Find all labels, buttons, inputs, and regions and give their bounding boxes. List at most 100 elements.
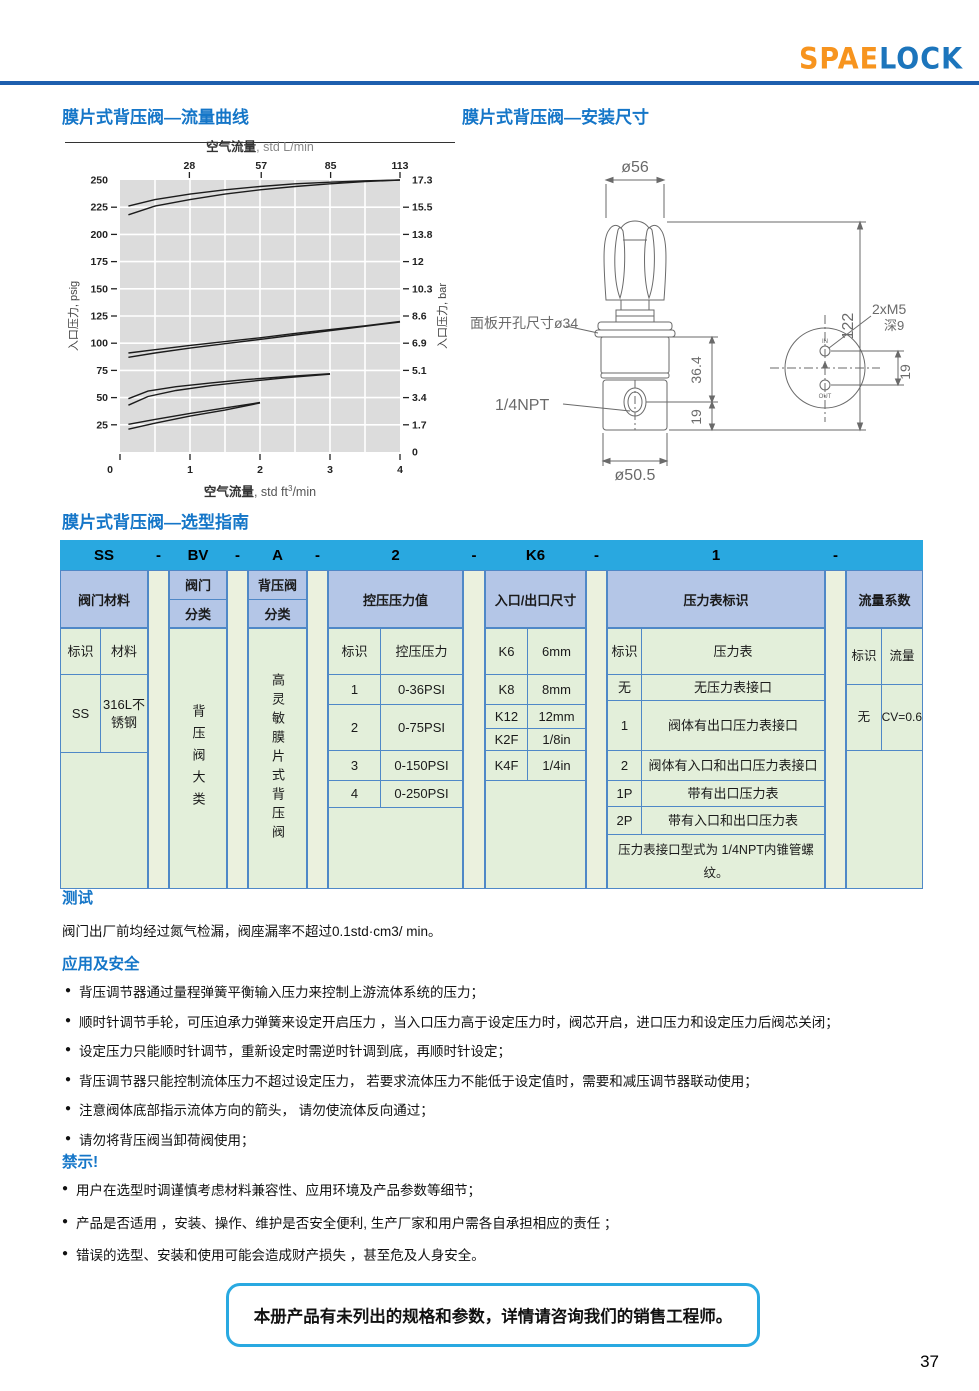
svg-text:200: 200: [90, 229, 108, 241]
table-row: 无 CV=0.6: [847, 685, 922, 751]
dim-body-label: ø50.5: [615, 467, 656, 484]
svg-text:4: 4: [397, 464, 403, 476]
svg-text:12: 12: [412, 256, 424, 268]
contact-note-box: 本册产品有未列出的规格和参数，详情请咨询我们的销售工程师。: [226, 1283, 760, 1347]
dim-19a-label: 19: [688, 409, 704, 425]
table-row: SS 316L不锈钢: [61, 675, 147, 753]
list-item: ● 背压调节器通过量程弹簧平衡输入压力来控制上游流体系统的压力；: [65, 985, 485, 1000]
prohibition-bullets: ● 用户在选型时调谨慎考虑材料兼容性、应用环境及产品参数等细节； ● 产品是否适用 …: [62, 1181, 942, 1266]
dimensions-title: 膜片式背压阀—安装尺寸: [462, 108, 649, 127]
svg-text:225: 225: [90, 202, 108, 214]
bullet-icon: ●: [62, 1183, 69, 1194]
dim-19b-label: 19: [897, 364, 913, 380]
table-row: 2P 带有入口和出口压力表: [608, 807, 824, 835]
separator-body: [227, 570, 248, 889]
vertical-text-cell: 高灵敏膜片式背压阀: [270, 673, 285, 844]
table-row: 标识 控压压力: [329, 629, 462, 675]
code-cell: 2: [328, 540, 463, 570]
page-number: 37: [920, 1352, 939, 1371]
svg-text:10.3: 10.3: [412, 283, 433, 295]
svg-text:17.3: 17.3: [412, 175, 433, 187]
test-title: 测试: [62, 890, 94, 907]
list-item: ● 注意阀体底部指示流体方向的箭头， 请勿使流体反向通过；: [65, 1103, 434, 1119]
code-cell: [846, 540, 923, 570]
svg-text:空气流量, std L/min: 空气流量, std L/min: [206, 139, 314, 154]
table-separator: -: [227, 540, 248, 889]
svg-text:6.9: 6.9: [412, 338, 427, 350]
svg-text:3.4: 3.4: [412, 392, 427, 404]
flow-curve-title: 膜片式背压阀—流量曲线: [62, 108, 249, 127]
dim-knob-label: ø56: [621, 159, 649, 176]
empty-cell: [61, 753, 147, 888]
selection-table: SS 阀门材料 标识 材料 SS 316L不锈钢 - BV 阀门 分类 背压阀大…: [60, 540, 925, 889]
flow-curve-chart: 250 225 200 175 150 125 100 75 50 25 17.3 15.5 13.8 1…: [65, 135, 455, 501]
separator-body: [148, 570, 169, 889]
chart-top-divider: [65, 142, 455, 143]
svg-text:5.1: 5.1: [412, 365, 427, 377]
svg-text:28: 28: [184, 160, 196, 172]
code-cell: BV: [169, 540, 227, 570]
separator-body: [307, 570, 328, 889]
group-header: 阀门 分类: [169, 570, 227, 628]
dim-m5-label: 2xM5: [872, 301, 906, 317]
table-separator: -: [148, 540, 169, 889]
group-body: 标识 流量 无 CV=0.6: [846, 628, 923, 889]
test-body: 阀门出厂前均经过氮气检漏，阀座漏率不超过0.1std·cm3/ min。: [62, 924, 442, 939]
table-row: K6 6mm: [486, 629, 585, 675]
svg-text:空气流量, std ft3/min: 空气流量, std ft3/min: [204, 484, 316, 499]
bullet-icon: ●: [62, 1248, 69, 1260]
table-row: 1P 带有出口压力表: [608, 781, 824, 807]
list-item: ● 顺时针调节手轮，可压迫承力弹簧来设定开启压力 ，当入口压力高于设定压力时，阀芯…: [65, 1014, 839, 1030]
table-group-pressure: 2 控压压力值 标识 控压压力 1 0-36PSI 2 0-75PSI 3 0-…: [328, 540, 463, 889]
bullet-icon: ●: [62, 1215, 69, 1227]
svg-text:1.7: 1.7: [412, 419, 427, 431]
list-item: ● 请勿将背压阀当卸荷阀使用；: [65, 1132, 255, 1148]
dim-depth-label: 深9: [884, 318, 904, 333]
list-item: ● 错误的选型、安装和使用可能会造成财产损失 ，甚至危及人身安全。: [62, 1248, 485, 1264]
table-row: 2 阀体有入口和出口压力表接口: [608, 751, 824, 781]
table-group-gauge: 1 压力表标识 标识 压力表 无 无压力表接口 1 阀体有出口压力表接口 2 阀…: [607, 540, 825, 889]
table-row: K8 8mm: [486, 675, 585, 705]
table-separator: -: [825, 540, 846, 889]
table-separator: -: [307, 540, 328, 889]
svg-text:57: 57: [255, 160, 267, 172]
group-body: K6 6mm K8 8mm K12 12mm K2F 1/8in K4F 1/4…: [485, 628, 586, 889]
bullet-icon: ●: [65, 985, 72, 996]
table-row: K12 12mm: [486, 705, 585, 729]
dimension-drawing: ø56 122 面板开孔尺寸ø34 36.4 19 1/4NPT ø50.5 2…: [470, 140, 975, 502]
svg-text:8.6: 8.6: [412, 311, 427, 323]
application-title: 应用及安全: [62, 956, 140, 973]
dim-port-label: 1/4NPT: [495, 397, 549, 414]
code-cell: A: [248, 540, 307, 570]
bullet-icon: ●: [65, 1044, 72, 1056]
table-separator: -: [463, 540, 485, 889]
svg-text:15.5: 15.5: [412, 202, 433, 214]
table-separator: -: [586, 540, 607, 889]
svg-text:13.8: 13.8: [412, 229, 433, 241]
dim-height-label: 122: [840, 313, 857, 340]
svg-text:113: 113: [392, 160, 409, 172]
logo-part-blue: LOCK: [879, 42, 963, 77]
svg-text:1: 1: [187, 464, 193, 476]
vertical-text-cell: 背压阀大类: [190, 703, 206, 814]
table-row: 标识 材料: [61, 629, 147, 675]
contact-note-text: 本册产品有未列出的规格和参数，详情请咨询我们的销售工程师。: [253, 1308, 733, 1326]
brand-logo: SPAELOCK: [799, 43, 963, 76]
table-row: 标识 流量: [847, 629, 922, 685]
svg-text:0: 0: [107, 464, 113, 476]
bullet-icon: ●: [65, 1073, 72, 1085]
table-group-valve-class: BV 阀门 分类 背压阀大类: [169, 540, 227, 889]
bullet-icon: ●: [65, 1132, 72, 1144]
group-body: 高灵敏膜片式背压阀: [248, 628, 307, 889]
bullet-icon: ●: [65, 1014, 72, 1026]
port-out-label: OUT: [819, 394, 832, 400]
svg-text:175: 175: [90, 256, 108, 268]
group-body: 标识 控压压力 1 0-36PSI 2 0-75PSI 3 0-150PSI 4…: [328, 628, 463, 889]
valve-drawing-svg: ø56 122 面板开孔尺寸ø34 36.4 19 1/4NPT ø50.5 2…: [470, 159, 913, 484]
code-cell: SS: [60, 540, 148, 570]
group-body: 背压阀大类: [169, 628, 227, 889]
svg-text:100: 100: [90, 338, 108, 350]
svg-text:75: 75: [96, 365, 108, 377]
group-header: 控压压力值: [328, 570, 463, 628]
svg-text:入口压力, bar: 入口压力, bar: [436, 283, 449, 349]
